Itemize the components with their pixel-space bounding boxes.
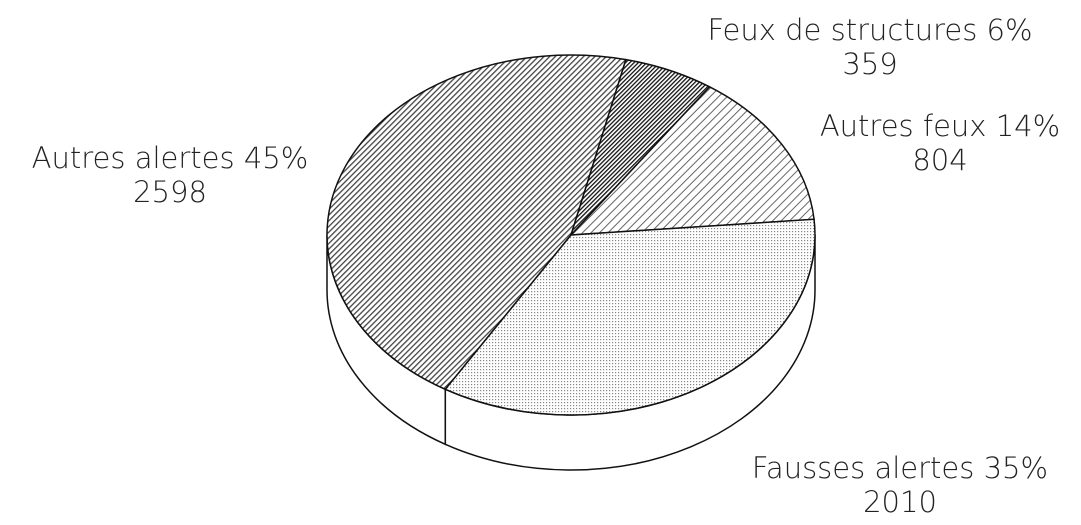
count-label: 2598 bbox=[133, 175, 207, 209]
slice-label: Autres alertes 45% bbox=[32, 141, 309, 175]
count-label: 359 bbox=[842, 47, 897, 81]
percent-label: 35% bbox=[984, 451, 1048, 485]
count-label: 2010 bbox=[863, 485, 937, 519]
slice-label: Fausses alertes 35% bbox=[752, 451, 1048, 485]
slice-label: Autres feux 14% bbox=[820, 109, 1060, 143]
category-name: Feux de structures bbox=[707, 13, 977, 47]
percent-label: 45% bbox=[244, 141, 308, 175]
pie-slice bbox=[569, 85, 815, 236]
pie-slice bbox=[444, 218, 816, 416]
category-name: Autres feux bbox=[820, 109, 987, 143]
slice-label: Feux de structures 6% bbox=[707, 13, 1032, 47]
pie-slice bbox=[326, 54, 627, 391]
category-name: Autres alertes bbox=[32, 141, 235, 175]
category-name: Fausses alertes bbox=[752, 451, 974, 485]
percent-label: 14% bbox=[996, 109, 1060, 143]
count-label: 804 bbox=[912, 143, 967, 177]
percent-label: 6% bbox=[987, 13, 1033, 47]
